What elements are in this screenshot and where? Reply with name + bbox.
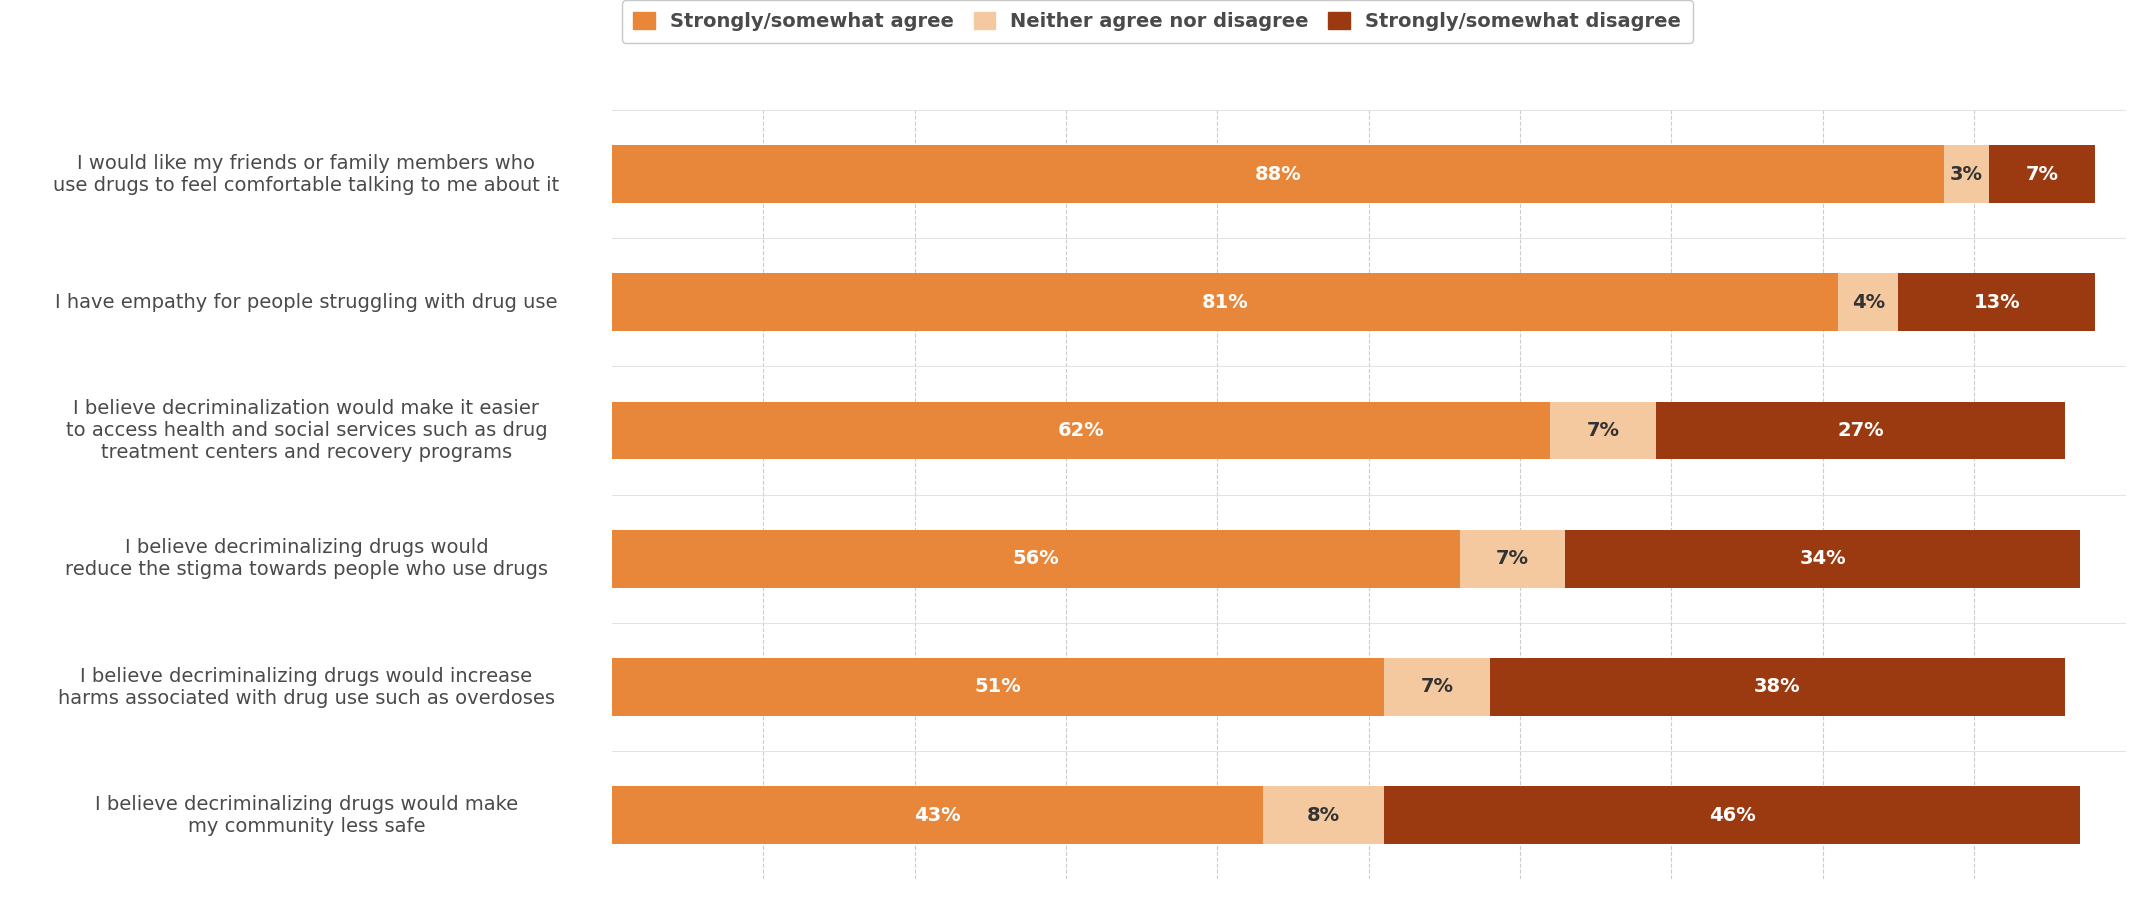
Text: 56%: 56% bbox=[1013, 550, 1058, 568]
Text: 62%: 62% bbox=[1058, 421, 1104, 440]
Bar bbox=[612, 401, 1550, 460]
Bar bbox=[1898, 273, 2095, 331]
Legend: Strongly/somewhat agree, Neither agree nor disagree, Strongly/somewhat disagree: Strongly/somewhat agree, Neither agree n… bbox=[623, 0, 1694, 43]
Bar bbox=[1490, 658, 2065, 716]
Text: 7%: 7% bbox=[2027, 165, 2059, 183]
Bar bbox=[1838, 273, 1898, 331]
Bar bbox=[612, 273, 1838, 331]
Text: 51%: 51% bbox=[975, 678, 1022, 696]
Text: 88%: 88% bbox=[1254, 165, 1301, 183]
Text: 7%: 7% bbox=[1421, 678, 1454, 696]
Bar bbox=[1262, 786, 1385, 845]
Bar bbox=[1655, 401, 2065, 460]
Bar bbox=[1990, 145, 2095, 202]
Bar bbox=[612, 786, 1262, 845]
Bar bbox=[1385, 786, 2080, 845]
Text: 8%: 8% bbox=[1308, 806, 1340, 824]
Bar bbox=[1565, 529, 2080, 588]
Text: 7%: 7% bbox=[1496, 550, 1529, 568]
Text: 46%: 46% bbox=[1709, 806, 1756, 824]
Text: 81%: 81% bbox=[1202, 293, 1247, 311]
Text: 38%: 38% bbox=[1754, 678, 1801, 696]
Bar bbox=[1385, 658, 1490, 716]
Text: 7%: 7% bbox=[1587, 421, 1619, 440]
Text: 13%: 13% bbox=[1973, 293, 2020, 311]
Bar bbox=[612, 145, 1943, 202]
Text: 34%: 34% bbox=[1799, 550, 1846, 568]
Text: 27%: 27% bbox=[1838, 421, 1883, 440]
Bar bbox=[1943, 145, 1990, 202]
Text: 3%: 3% bbox=[1949, 165, 1984, 183]
Bar bbox=[612, 658, 1385, 716]
Bar bbox=[1550, 401, 1655, 460]
Bar bbox=[1460, 529, 1565, 588]
Text: 4%: 4% bbox=[1851, 293, 1885, 311]
Text: 43%: 43% bbox=[915, 806, 960, 824]
Bar bbox=[612, 529, 1460, 588]
